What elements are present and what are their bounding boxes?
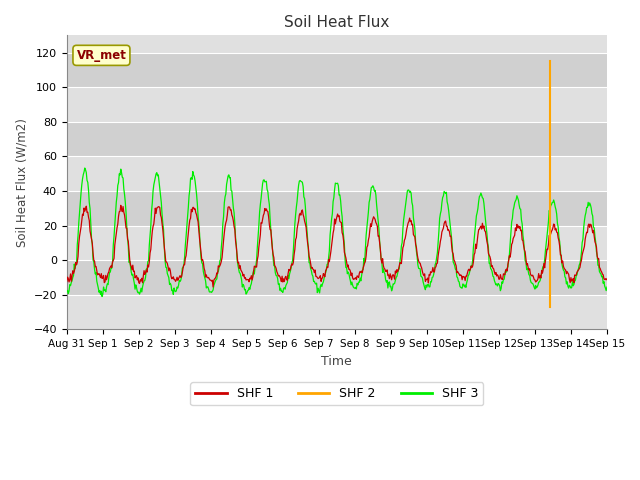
Legend: SHF 1, SHF 2, SHF 3: SHF 1, SHF 2, SHF 3 [191,383,483,406]
Bar [67,53,607,87]
Bar [67,122,607,156]
Bar [67,156,607,191]
Y-axis label: Soil Heat Flux (W/m2): Soil Heat Flux (W/m2) [15,118,28,247]
Title: Soil Heat Flux: Soil Heat Flux [284,15,390,30]
Bar [67,87,607,122]
X-axis label: Time: Time [321,355,352,368]
Bar [67,36,607,53]
Bar [67,226,607,260]
Bar [67,260,607,295]
Text: VR_met: VR_met [77,49,126,62]
Bar [67,295,607,329]
Bar [67,191,607,226]
